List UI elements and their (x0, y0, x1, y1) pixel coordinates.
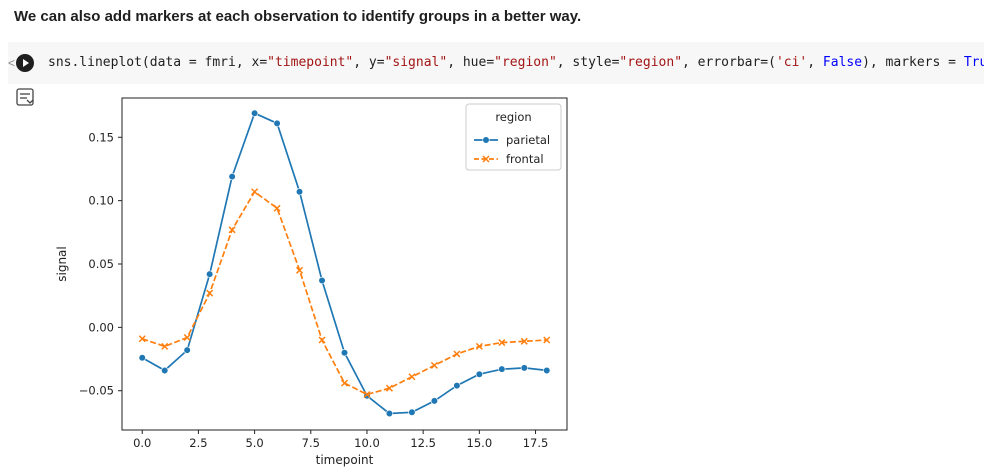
x-tick-label: 2.5 (189, 436, 207, 450)
data-point-parietal (138, 354, 146, 362)
x-tick-label: 7.5 (302, 436, 320, 450)
code-token: , hue= (447, 55, 495, 70)
x-tick-label: 17.5 (523, 436, 549, 450)
data-point-parietal (453, 382, 461, 390)
x-tick-label: 10.0 (354, 436, 380, 450)
code-string: "signal" (384, 55, 448, 70)
data-point-parietal (318, 276, 326, 285)
code-keyword: False (822, 55, 863, 70)
collapse-chevron-icon[interactable]: < (8, 56, 16, 70)
code-string: "region" (494, 55, 557, 70)
legend-marker-parietal (482, 136, 490, 144)
data-point-parietal (295, 188, 304, 196)
series-line-frontal (141, 190, 547, 396)
section-heading: We can also add markers at each observat… (14, 8, 582, 25)
data-point-parietal (251, 109, 259, 117)
run-cell-button[interactable] (16, 54, 34, 72)
y-tick-label: 0.05 (88, 257, 114, 271)
legend-label-frontal: frontal (506, 152, 544, 166)
data-point-frontal (251, 188, 259, 196)
data-point-frontal (138, 335, 146, 343)
data-point-parietal (543, 366, 551, 375)
data-point-frontal (296, 266, 304, 274)
code-string: "timepoint" (267, 55, 354, 70)
data-point-frontal (273, 204, 281, 212)
code-token: , y= (353, 55, 385, 70)
data-point-parietal (520, 364, 528, 372)
code-keyword: True (963, 55, 984, 70)
legend-label-parietal: parietal (506, 133, 550, 147)
x-tick-label: 15.0 (467, 436, 493, 450)
data-point-parietal (161, 366, 169, 375)
code-cell[interactable]: < (8, 42, 984, 84)
data-point-parietal (475, 370, 483, 378)
legend-title: region (495, 110, 531, 124)
data-point-frontal (228, 226, 236, 234)
data-point-parietal (498, 365, 506, 373)
output-toggle-icon[interactable] (16, 88, 34, 106)
data-point-frontal (520, 337, 528, 345)
x-tick-label: 0.0 (133, 436, 151, 450)
data-point-parietal (228, 172, 236, 181)
data-point-parietal (430, 397, 438, 405)
data-point-frontal (206, 289, 214, 297)
data-point-frontal (183, 333, 191, 342)
data-point-frontal (430, 361, 438, 369)
data-point-frontal (408, 373, 416, 381)
data-point-parietal (273, 119, 281, 127)
legend-box (465, 103, 562, 171)
y-tick-label: 0.15 (88, 130, 114, 144)
data-point-frontal (543, 336, 551, 344)
data-point-frontal (453, 350, 461, 358)
plot-layer: 0.0 2.5 5.0 7.5 10.0 12.5 15.0 17.5 −0.05 0.00 0.0… (55, 97, 568, 467)
data-point-parietal (385, 409, 394, 418)
data-point-parietal (340, 349, 349, 357)
code-string: 'ci' (775, 55, 808, 70)
y-axis-label: signal (55, 246, 69, 282)
data-point-parietal (183, 346, 191, 354)
y-tick-label: −0.05 (79, 384, 114, 398)
code-token: , (807, 55, 823, 70)
data-point-frontal (161, 342, 169, 350)
data-point-frontal (498, 339, 506, 347)
x-axis-label: timepoint (316, 453, 374, 467)
data-point-parietal (206, 270, 214, 278)
line-chart: 0.0 2.5 5.0 7.5 10.0 12.5 15.0 17.5 −0.05 0.00 0.0… (55, 97, 568, 467)
code-token: , errorbar=( (682, 55, 776, 70)
data-point-frontal (475, 342, 483, 350)
data-point-frontal (363, 390, 371, 399)
code-token: sns.lineplot(data = fmri, x= (48, 55, 268, 70)
data-point-frontal (340, 379, 349, 387)
data-point-frontal (385, 384, 393, 392)
code-token: , style= (556, 55, 620, 70)
code-string: "region" (619, 55, 683, 70)
code-token: ), markers = (862, 55, 964, 70)
y-tick-label: 0.10 (88, 194, 114, 208)
x-tick-label: 5.0 (245, 436, 263, 450)
data-point-frontal (318, 336, 326, 344)
x-tick-label: 12.5 (410, 436, 436, 450)
y-tick-label: 0.00 (88, 320, 114, 334)
legend-marker-frontal (482, 155, 490, 163)
code-editor[interactable]: sns.lineplot(data = fmri, x="timepoint",… (48, 55, 984, 70)
data-point-parietal (408, 408, 416, 416)
